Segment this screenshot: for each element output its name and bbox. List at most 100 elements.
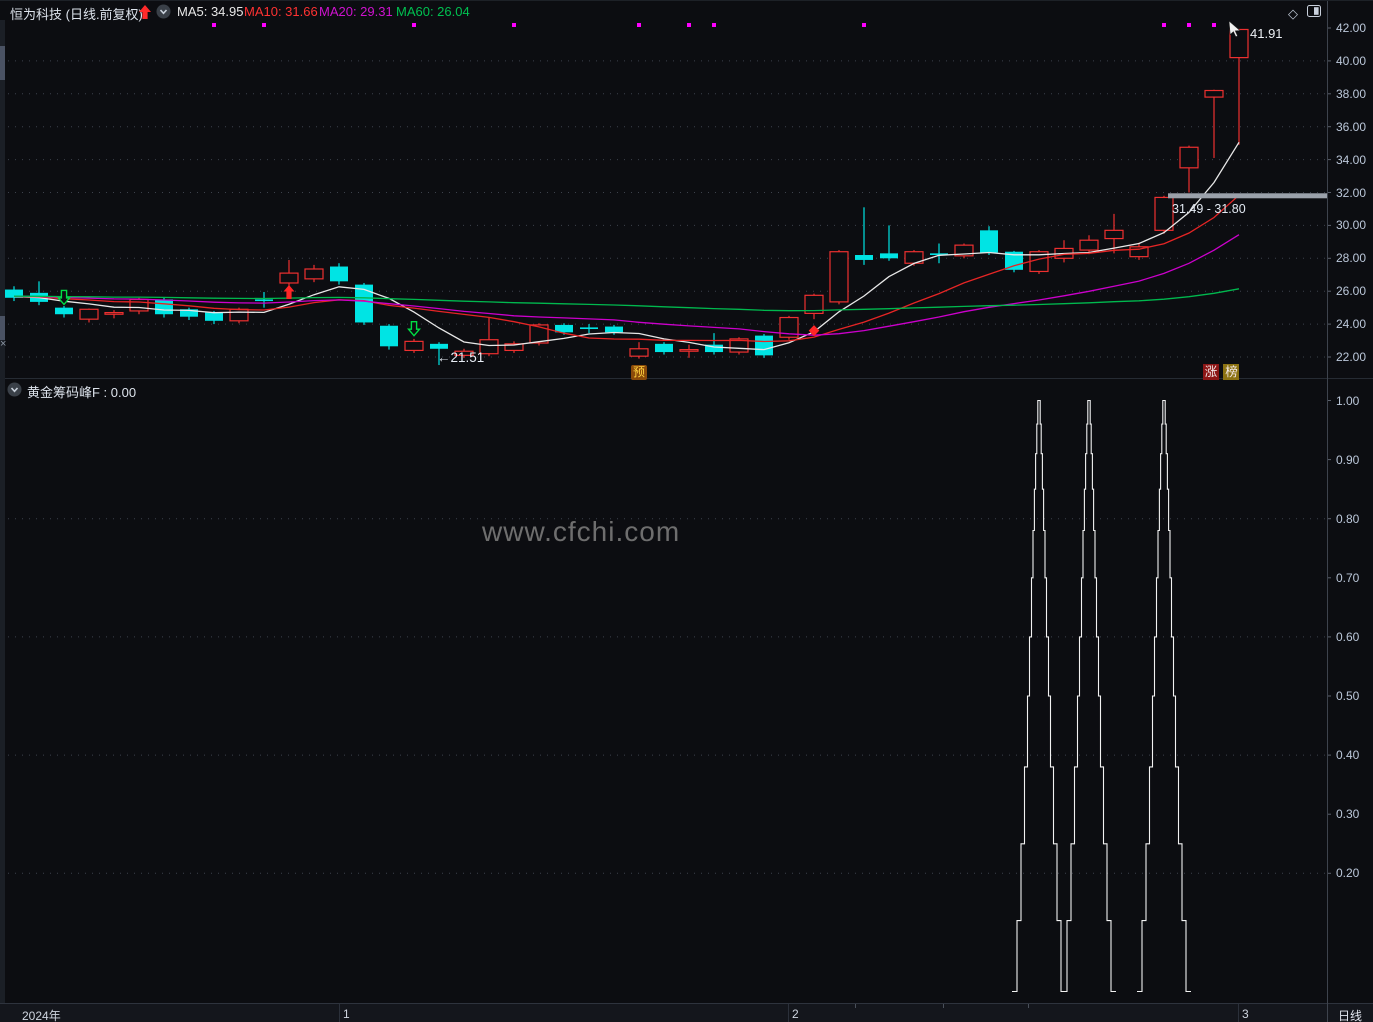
ma20-value: MA20: 29.31	[319, 4, 393, 19]
month-label: 1	[343, 1007, 350, 1021]
forecast-badge[interactable]: 预	[631, 365, 647, 380]
candle-body-up	[1104, 229, 1124, 240]
indicator-header: 黄金筹码峰F : 0.00	[0, 380, 600, 400]
candle-body-down	[655, 343, 673, 353]
close-icon[interactable]: ×	[0, 338, 7, 350]
ma-line-ma5	[13, 141, 1240, 351]
price-tick-label: 38.00	[1336, 86, 1367, 101]
candle-body-up	[454, 350, 474, 356]
indicator-tick-label: 0.50	[1336, 689, 1360, 703]
chevron-down-icon[interactable]	[7, 382, 22, 397]
month-separator	[1238, 1004, 1239, 1022]
price-tick-label: 28.00	[1336, 251, 1367, 266]
candle-body-up	[1204, 89, 1224, 98]
resistance-line	[1168, 193, 1327, 199]
signal-dot	[712, 23, 716, 27]
panel-layout-icon[interactable]	[1307, 5, 1322, 18]
diamond-icon[interactable]: ◇	[1288, 6, 1298, 21]
last-price-label: 41.91	[1250, 26, 1283, 41]
chip-peak-spike	[1012, 399, 1066, 993]
indicator-tick-label: 0.60	[1336, 629, 1360, 644]
candle-body-down	[980, 230, 998, 253]
candle-body-down	[930, 253, 948, 256]
price-tick-label: 40.00	[1336, 53, 1367, 68]
candle-body-down	[605, 326, 623, 333]
indicator-tick-label: 0.40	[1336, 748, 1360, 763]
candle-body-up	[404, 340, 424, 352]
indicator-title: 黄金筹码峰F : 0.00	[27, 385, 137, 400]
low-price-label: ←21.51	[437, 350, 485, 365]
candle-body-up	[629, 348, 649, 357]
candle-body-up	[1179, 146, 1199, 169]
candle-body-up	[304, 268, 324, 280]
main-chart-header: 恒为科技 (日线.前复权) MA5: 34.95 MA10: 31.66 MA2…	[0, 0, 1373, 22]
candle-body-down	[355, 284, 373, 323]
signal-dot	[262, 23, 266, 27]
signal-dot	[1212, 23, 1216, 27]
time-axis: 2024年 日线 1 2 3	[0, 1003, 1373, 1022]
buy-arrow-marker	[283, 285, 295, 300]
candle-body-up	[779, 316, 799, 338]
candle-body-down	[705, 344, 723, 353]
candle-body-down	[580, 327, 598, 330]
price-tick-label: 42.00	[1336, 21, 1367, 35]
stock-title: 恒为科技 (日线.前复权)	[10, 7, 143, 22]
mouse-cursor-icon	[1229, 21, 1241, 38]
price-tick-label: 32.00	[1336, 185, 1367, 200]
price-tick-label: 34.00	[1336, 152, 1367, 167]
candle-body-up	[954, 244, 974, 257]
month-label: 3	[1242, 1007, 1249, 1021]
candle-body-up	[479, 339, 499, 355]
candle-body-up	[1129, 246, 1149, 258]
candle-body-up	[104, 311, 124, 315]
price-tick-label: 30.00	[1336, 218, 1367, 233]
candle-body-down	[855, 255, 873, 260]
scrollbar-thumb[interactable]	[0, 46, 5, 80]
chevron-down-icon[interactable]	[156, 4, 171, 19]
month-label: 2	[792, 1007, 799, 1021]
candle-body-down	[205, 312, 223, 321]
candle-body-down	[755, 335, 773, 356]
month-separator	[788, 1004, 789, 1022]
scrollbar-thumb[interactable]	[0, 316, 5, 340]
candle-body-down	[5, 289, 23, 298]
ma5-value: MA5: 34.95	[177, 4, 244, 19]
rise-ranking-badge[interactable]: 涨 榜	[1203, 364, 1240, 380]
sell-arrow-marker	[406, 321, 422, 337]
candle-body-down	[55, 307, 73, 315]
price-range-label: 31.49 - 31.80	[1172, 202, 1246, 216]
left-edge-scrollbar	[0, 20, 5, 1003]
month-separator	[339, 1004, 340, 1022]
candle-body-down	[330, 266, 348, 282]
ma-line-ma10	[13, 194, 1240, 343]
year-label: 2024年	[22, 1009, 61, 1022]
candle-body-up	[79, 308, 99, 320]
candle-body-down	[180, 309, 198, 317]
signal-dot	[512, 23, 516, 27]
candle-body-up	[229, 308, 249, 322]
candle-body-down	[430, 343, 448, 349]
chip-peak-spike	[1062, 399, 1116, 993]
candle-body-down	[155, 299, 173, 315]
candle-body-up	[1079, 239, 1099, 251]
candle-body-up	[829, 251, 849, 303]
indicator-tick-label: 0.70	[1336, 570, 1360, 585]
rise-char: 涨	[1203, 364, 1219, 380]
watermark: www.cfchi.com	[482, 516, 681, 547]
candle-body-down	[380, 325, 398, 347]
signal-dot	[862, 23, 866, 27]
period-selector[interactable]: 日线	[1338, 1009, 1363, 1022]
candle-body-up	[279, 272, 299, 284]
candle-body-down	[255, 299, 273, 302]
indicator-tick-label: 1.00	[1336, 393, 1360, 408]
candle-body-down	[555, 324, 573, 333]
ma-line-ma20	[13, 234, 1240, 336]
panel-divider	[0, 378, 1373, 379]
candle-body-down	[1005, 251, 1023, 270]
signal-dot	[212, 23, 216, 27]
candle-body-up	[529, 324, 549, 344]
signal-dot	[637, 23, 641, 27]
axis-separator	[1327, 0, 1328, 1022]
